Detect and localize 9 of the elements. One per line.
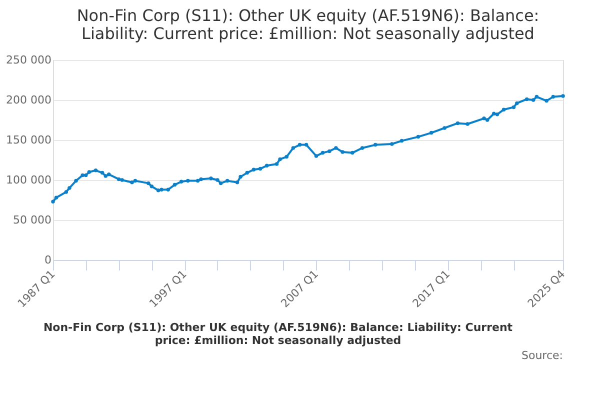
y-tick-label: 50 000 <box>13 214 52 226</box>
source-note: Source: <box>522 349 563 362</box>
y-tick-label: 200 000 <box>6 94 52 106</box>
text: Non-Fin Corp (S11): Other UK equity (AF.519N6): Balance: Liability: Current price: £million: Not seasonally adjusted <box>43 321 513 347</box>
y-tick-label: 250 000 <box>6 54 52 66</box>
y-tick-label: 0 <box>44 254 52 266</box>
y-tick-label: 100 000 <box>6 174 52 186</box>
chart-title: Non-Fin Corp (S11): Other UK equity (AF.519N6): Balance: Liability: Current price: £million: Not seasonally adjusted <box>76 6 540 43</box>
y-tick-label: 150 000 <box>6 134 52 146</box>
